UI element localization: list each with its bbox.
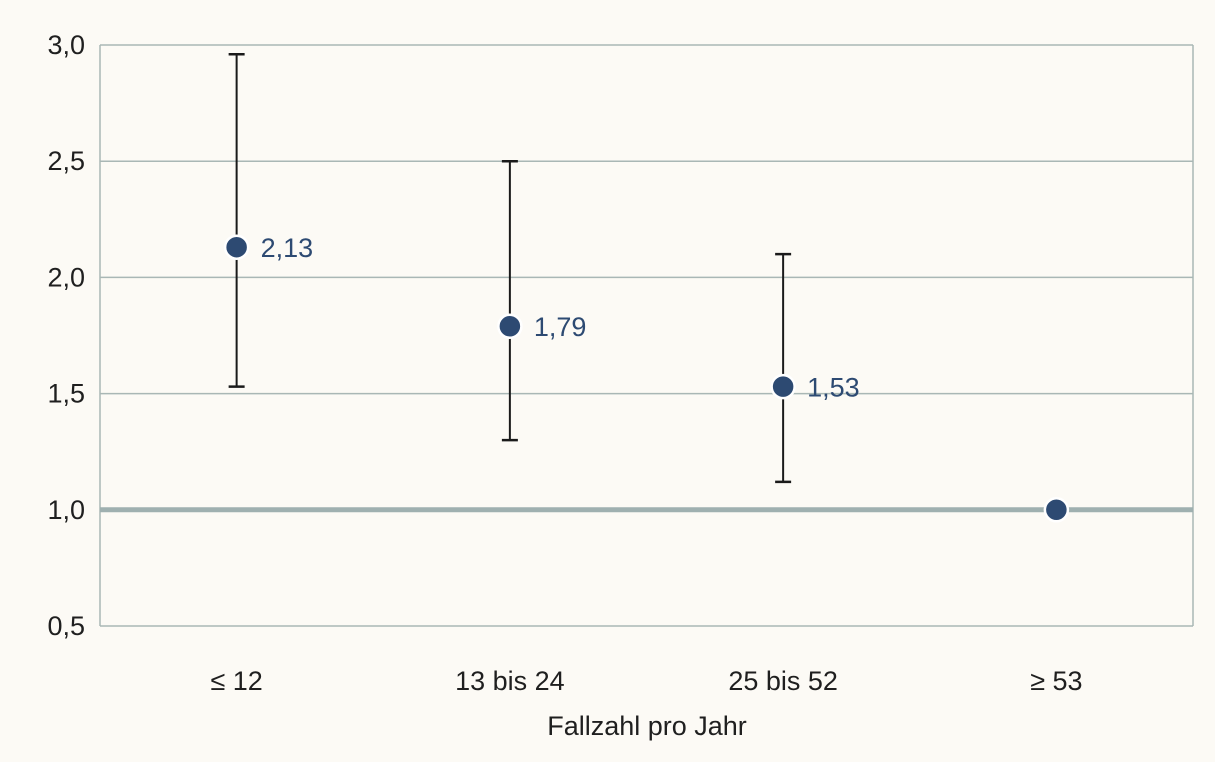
data-point — [1043, 497, 1070, 523]
y-tick-label: 1,0 — [47, 495, 85, 525]
data-label: 1,79 — [534, 312, 587, 342]
data-point — [770, 373, 796, 400]
x-tick-label: 25 bis 52 — [728, 666, 838, 696]
y-tick-label: 1,5 — [47, 379, 85, 409]
y-tick-label: 3,0 — [47, 30, 85, 60]
point-layer — [223, 234, 1070, 523]
error-bar-layer — [228, 53, 792, 484]
data-point — [497, 313, 523, 339]
x-axis-title: Fallzahl pro Jahr — [547, 711, 747, 741]
y-tick-label: 2,0 — [47, 262, 85, 292]
label-layer: 2,13 1,79 1,53 — [261, 233, 860, 402]
grid-layer — [99, 44, 1194, 627]
y-tick-label: 0,5 — [47, 611, 85, 641]
y-tick-label: 2,5 — [47, 146, 85, 176]
axis-layer: 0,5 1,0 1,5 2,0 2,5 3,0 ≤ 12 13 bis 24 25 bis 52… — [47, 30, 1082, 696]
x-tick-label: ≥ 53 — [1030, 666, 1082, 696]
x-tick-label: ≤ 12 — [210, 666, 262, 696]
x-tick-label: 13 bis 24 — [455, 666, 565, 696]
data-label: 2,13 — [261, 233, 314, 263]
data-point — [223, 234, 250, 260]
data-label: 1,53 — [807, 373, 860, 403]
